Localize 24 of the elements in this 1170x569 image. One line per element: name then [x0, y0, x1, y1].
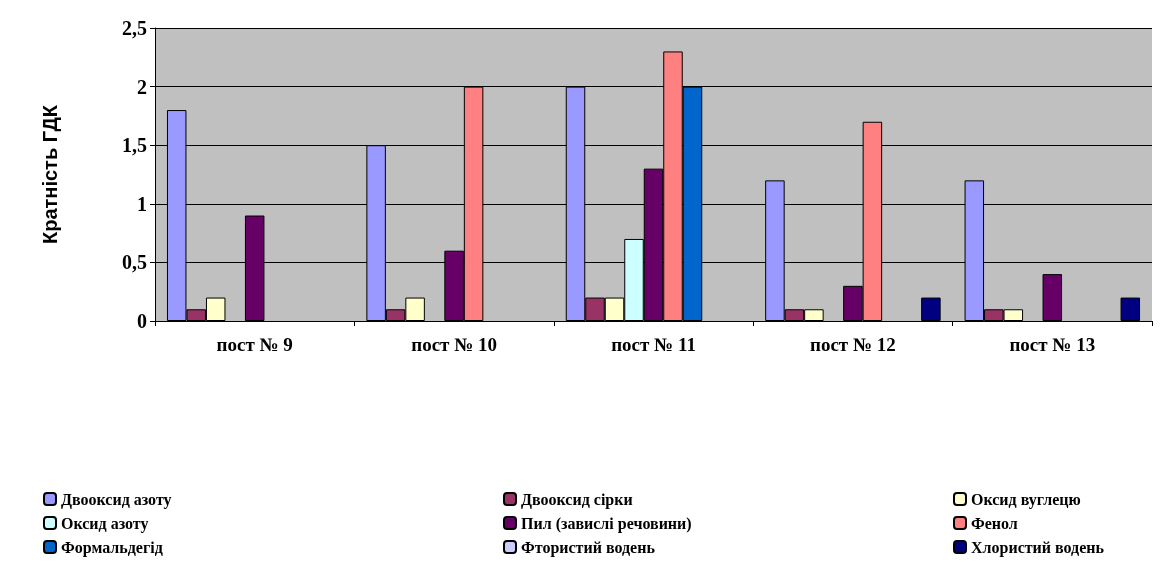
legend-label: Пил (завислі речовини): [521, 514, 692, 533]
legend-label: Двооксид сірки: [521, 490, 633, 509]
y-tick-label: 2,5: [122, 17, 147, 39]
x-tick-label: пост № 12: [809, 334, 896, 355]
y-tick-label: 2: [137, 75, 147, 98]
legend-label: Оксид азоту: [61, 514, 149, 533]
bar: [1042, 274, 1063, 321]
legend-label: Формальдегід: [61, 538, 163, 557]
y-tick-label: 0,5: [122, 251, 147, 274]
legend-label: Фтористий водень: [521, 538, 656, 557]
x-tick-label: пост № 11: [611, 334, 696, 355]
legend-label: Фенол: [971, 514, 1018, 532]
x-tick-label: пост № 10: [411, 334, 498, 355]
x-tick-label: пост № 13: [1009, 334, 1096, 355]
y-axis-title: Кратність ГДК: [39, 104, 61, 245]
y-tick-label: 1,5: [122, 134, 147, 157]
legend-label: Двооксид азоту: [61, 490, 172, 509]
y-tick-label: 1: [137, 192, 147, 215]
y-tick-label: 0: [137, 310, 147, 332]
x-tick-label: пост № 9: [216, 334, 293, 355]
legend-label: Хлористий водень: [971, 538, 1105, 557]
bar: [1120, 297, 1141, 321]
bar: [921, 297, 941, 321]
legend-label: Оксид вуглецю: [971, 490, 1081, 509]
